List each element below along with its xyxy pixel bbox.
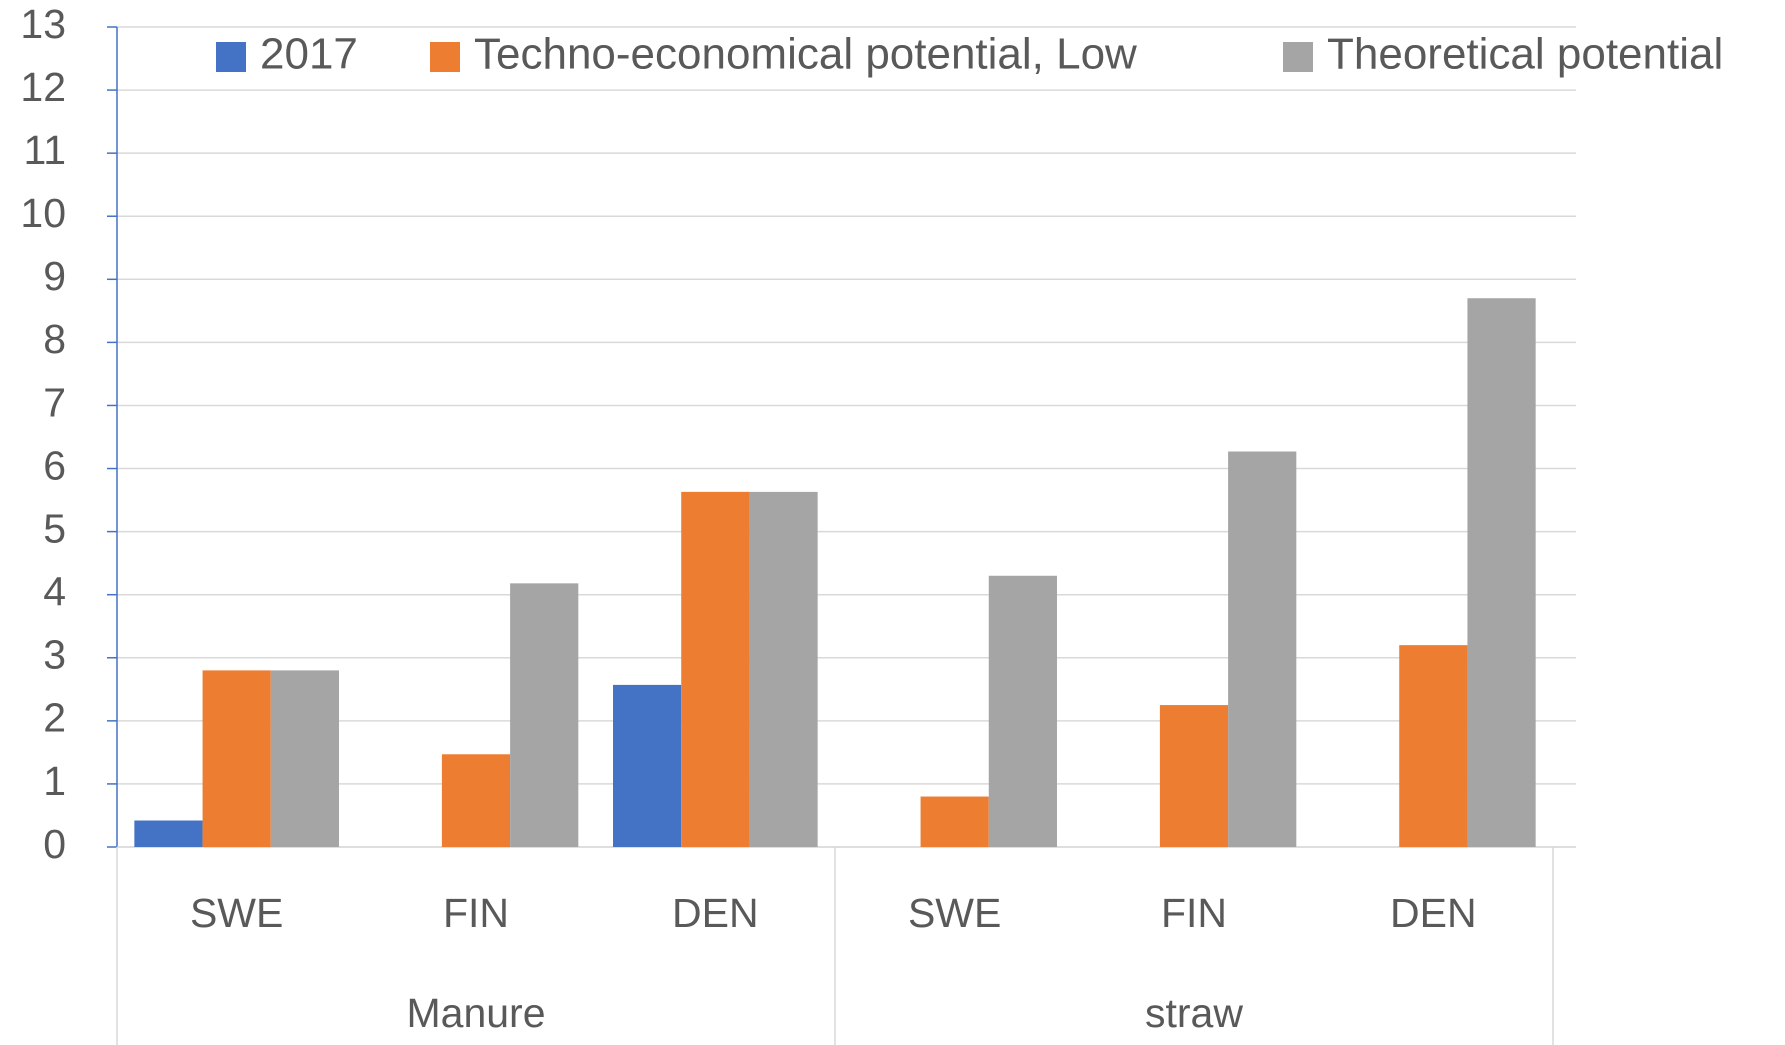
bar <box>1159 705 1229 847</box>
group-label: Manure <box>406 990 545 1036</box>
y-tick-label: 7 <box>43 379 66 425</box>
y-tick-label: 2 <box>43 695 66 741</box>
legend-label: 2017 <box>260 30 358 79</box>
legend-label: Theoretical potential <box>1327 30 1723 79</box>
x-tick-label: DEN <box>672 890 759 936</box>
x-tick-label: SWE <box>190 890 283 936</box>
y-tick-label: 3 <box>43 632 66 678</box>
bar <box>202 670 271 847</box>
bar <box>1467 298 1536 847</box>
group-label: straw <box>1145 990 1243 1036</box>
y-tick-label: 1 <box>43 758 66 804</box>
y-tick-label: 6 <box>43 442 66 488</box>
y-tick-label: 5 <box>43 505 66 551</box>
bar <box>134 820 203 847</box>
bar <box>1399 645 1468 847</box>
y-tick-label: 9 <box>43 253 66 299</box>
y-tick-label: 8 <box>43 316 66 362</box>
y-tick-label: 11 <box>23 127 66 173</box>
x-tick-label: DEN <box>1390 890 1477 936</box>
y-tick-label: 12 <box>20 64 66 110</box>
legend-swatch <box>1283 42 1313 72</box>
y-tick-label: 0 <box>43 821 66 867</box>
legend-label: Techno-economical potential, Low <box>474 30 1137 79</box>
bar <box>988 575 1057 847</box>
bar <box>1228 451 1297 847</box>
bar <box>613 684 682 847</box>
y-tick-label: 10 <box>20 190 66 236</box>
x-tick-label: FIN <box>443 890 509 936</box>
legend-swatch <box>216 42 246 72</box>
bar <box>749 491 818 847</box>
x-tick-label: SWE <box>908 890 1001 936</box>
bar <box>510 583 579 847</box>
y-tick-label: 4 <box>43 569 66 615</box>
legend-swatch <box>430 42 460 72</box>
y-tick-label: 13 <box>20 1 66 47</box>
bar <box>920 796 989 847</box>
x-tick-label: FIN <box>1161 890 1227 936</box>
bar <box>270 670 339 847</box>
bar <box>441 754 511 847</box>
bar <box>681 491 750 847</box>
